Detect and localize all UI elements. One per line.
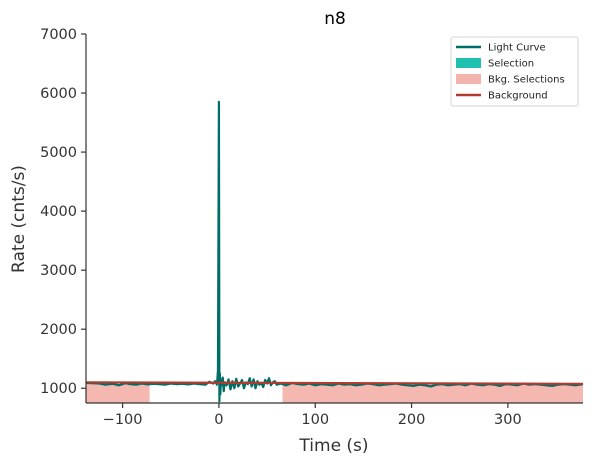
x-axis-label: Time (s): [298, 436, 368, 456]
y-tick-label: 2000: [40, 322, 77, 338]
legend-label: Light Curve: [488, 43, 546, 54]
x-tick-label: 300: [494, 412, 522, 428]
y-tick-label: 5000: [40, 145, 77, 161]
bkg-selection-region: [282, 382, 583, 403]
x-tick-label: 200: [398, 412, 426, 428]
legend: Light Curve Selection Bkg. Selections Backg…: [450, 36, 579, 107]
y-tick-label: 3000: [40, 263, 77, 279]
background-line: [85, 381, 584, 385]
legend-label: Bkg. Selections: [488, 75, 565, 86]
bkg-selection-region: [86, 382, 150, 403]
y-axis-label: Rate (cnts/s): [9, 165, 29, 273]
legend-label: Selection: [488, 59, 534, 70]
x-tick-label: −100: [103, 412, 143, 428]
chart-title: n8: [324, 9, 346, 29]
y-tick-label: 4000: [40, 204, 77, 220]
y-ticks: 1000 2000 3000 4000 5000 6000 7000: [40, 27, 86, 397]
x-ticks: −100 0 100 200 300: [103, 403, 522, 428]
legend-frame: [450, 36, 579, 107]
bkg-selections-layer: [86, 382, 583, 403]
y-tick-label: 1000: [40, 381, 77, 397]
background-layer: [85, 381, 584, 385]
legend-swatch: [456, 58, 481, 68]
y-tick-label: 6000: [40, 86, 77, 102]
legend-label: Background: [488, 91, 548, 102]
legend-swatch: [456, 74, 481, 84]
y-tick-label: 7000: [40, 27, 77, 43]
x-tick-label: 0: [214, 412, 223, 428]
x-tick-label: 100: [301, 412, 329, 428]
